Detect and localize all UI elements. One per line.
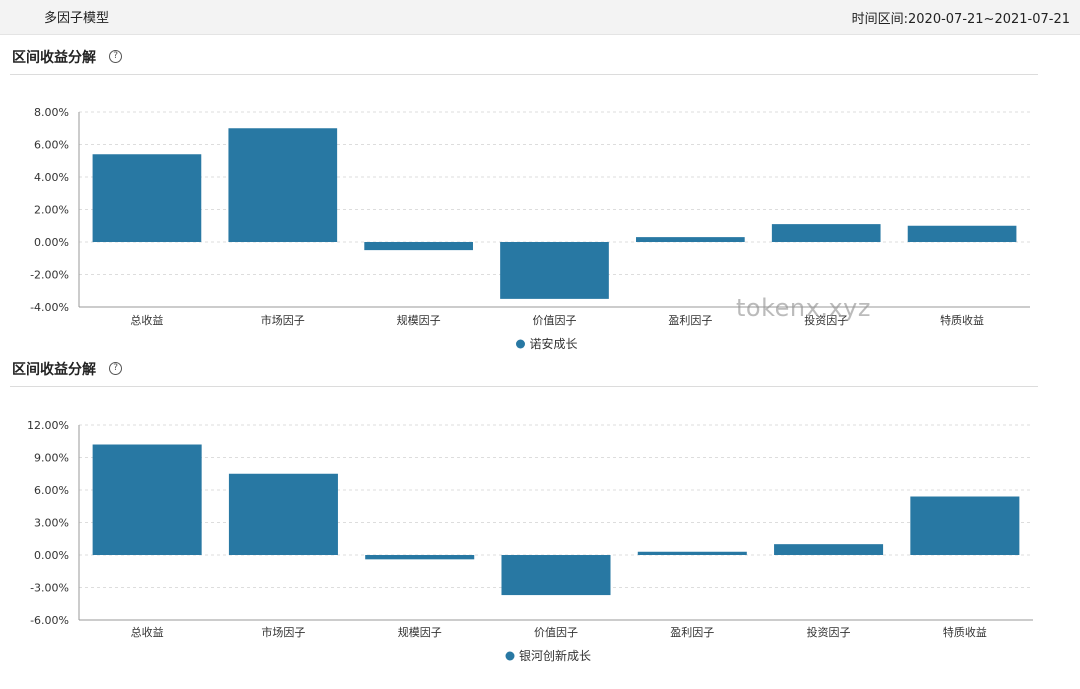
legend-label: 银河创新成长 — [519, 648, 591, 663]
section-title: 区间收益分解 — [12, 361, 96, 378]
bar — [907, 225, 1017, 242]
bar — [500, 242, 609, 299]
x-tick-label: 盈利因子 — [668, 314, 712, 327]
watermark: tokenx.xyz — [736, 294, 871, 322]
x-tick-label: 特质收益 — [940, 313, 984, 327]
bar — [771, 224, 881, 242]
x-tick-label: 价值因子 — [533, 314, 577, 327]
y-tick-label: 12.00% — [27, 419, 69, 432]
help-icon[interactable]: ? — [109, 50, 123, 63]
x-tick-label: 市场因子 — [261, 625, 305, 639]
section-divider — [10, 74, 1038, 75]
bar — [501, 555, 611, 596]
bar — [365, 555, 475, 560]
y-tick-label: 4.00% — [34, 171, 69, 184]
bar — [637, 551, 747, 555]
bar — [228, 473, 338, 555]
y-tick-label: -4.00% — [30, 301, 69, 314]
bar — [228, 128, 338, 242]
section-title: 区间收益分解 — [12, 49, 96, 66]
section-header-2: 区间收益分解 ? — [12, 358, 123, 382]
bar — [92, 154, 202, 242]
y-tick-label: 9.00% — [34, 452, 69, 465]
top-bar: 多因子模型 时间区间:2020-07-21~2021-07-21 — [0, 0, 1080, 35]
y-tick-label: -3.00% — [30, 582, 69, 595]
x-tick-label: 市场因子 — [261, 313, 305, 327]
section-divider — [10, 386, 1038, 387]
legend-label: 诺安成长 — [530, 336, 578, 351]
y-tick-label: 0.00% — [34, 236, 69, 249]
help-icon[interactable]: ? — [109, 362, 123, 375]
time-range: 时间区间:2020-07-21~2021-07-21 — [851, 12, 1070, 27]
bar — [364, 242, 473, 251]
y-tick-label: 2.00% — [34, 204, 69, 217]
y-tick-label: -6.00% — [30, 614, 69, 627]
bar — [774, 544, 884, 555]
y-tick-label: 6.00% — [34, 139, 69, 152]
x-tick-label: 规模因子 — [397, 313, 441, 327]
x-tick-label: 投资因子 — [804, 313, 848, 327]
y-tick-label: 3.00% — [34, 517, 69, 530]
bar — [910, 496, 1020, 555]
x-tick-label: 总收益 — [130, 313, 163, 327]
x-tick-label: 总收益 — [131, 625, 164, 639]
x-tick-label: 特质收益 — [943, 625, 987, 639]
legend-marker — [516, 339, 525, 349]
x-tick-label: 价值因子 — [534, 626, 578, 639]
bar — [636, 237, 745, 242]
bar-chart-1: 8.00% 6.00% 4.00% 2.00% 0.00% -2.00% -4.00% 总收益… — [30, 106, 1030, 351]
y-tick-label: 0.00% — [34, 549, 69, 562]
y-tick-label: -2.00% — [30, 269, 69, 282]
app-title: 多因子模型 — [44, 11, 110, 26]
x-tick-label: 盈利因子 — [670, 626, 714, 639]
legend-marker — [505, 651, 515, 661]
y-tick-label: 8.00% — [34, 106, 69, 119]
y-tick-label: 6.00% — [34, 484, 69, 497]
x-tick-label: 规模因子 — [398, 625, 442, 639]
x-tick-label: 投资因子 — [807, 625, 851, 639]
section-header-1: 区间收益分解 ? — [12, 46, 123, 70]
bar — [92, 444, 202, 555]
